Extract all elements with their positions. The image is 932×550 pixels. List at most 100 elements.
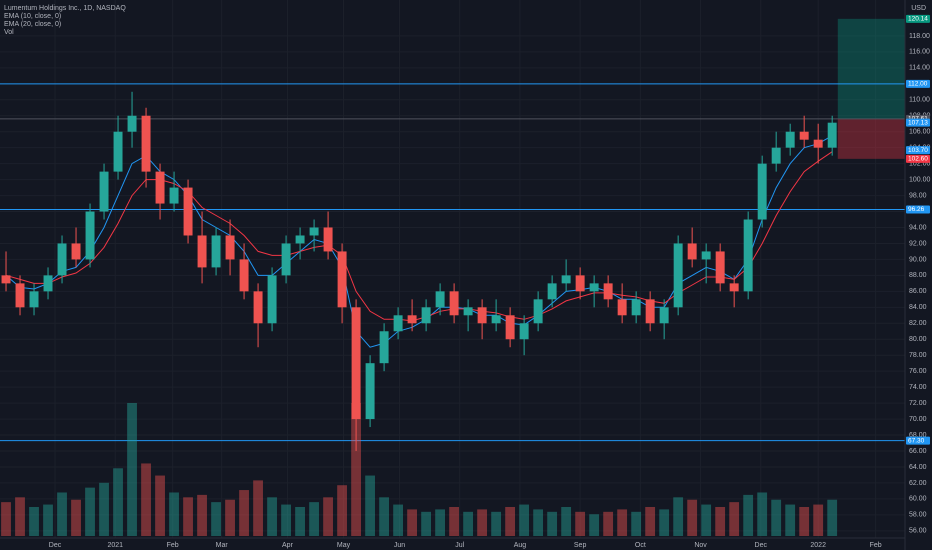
volume-bar <box>225 499 235 536</box>
y-tick-label: 64.00 <box>909 464 927 471</box>
candle-body <box>407 315 417 324</box>
volume-bar <box>169 492 179 536</box>
candle-body <box>29 291 39 308</box>
candle-body <box>449 291 459 316</box>
candle-body <box>701 251 711 260</box>
candle-body <box>785 131 795 148</box>
y-tick-label: 114.00 <box>909 65 930 72</box>
candle-body <box>127 115 137 132</box>
volume-bar <box>785 504 796 536</box>
volume-bar <box>29 506 39 536</box>
candle-body <box>211 235 221 268</box>
y-tick-label: 86.00 <box>909 288 927 295</box>
candle-body <box>491 315 501 324</box>
y-tick-label: 98.00 <box>909 192 927 199</box>
candle-body <box>421 307 431 324</box>
y-tick-label: 80.00 <box>909 336 927 343</box>
price-tag-label: 103.70 <box>908 147 928 154</box>
volume-bar <box>15 497 25 536</box>
volume-bar <box>211 502 221 536</box>
ema-line <box>5 151 833 322</box>
y-tick-label: 106.00 <box>909 129 931 136</box>
price-tag <box>906 436 930 445</box>
candle-body <box>687 243 697 260</box>
price-tag <box>906 118 930 127</box>
price-axis: 56.00 58.00 60.00 62.00 64.00 66.00 68.00 70.00… <box>906 14 931 535</box>
x-tick-label: Jul <box>455 542 464 549</box>
y-tick-label: 102.00 <box>909 160 931 167</box>
volume-bar <box>561 506 572 536</box>
candle-body <box>435 291 445 308</box>
candle-body <box>141 115 151 172</box>
volume-bar <box>799 506 810 536</box>
volume-bar <box>323 497 333 536</box>
price-tag <box>906 79 930 88</box>
y-tick-label: 94.00 <box>909 224 927 231</box>
y-tick-label: 66.00 <box>909 448 927 455</box>
candle-body <box>225 235 235 260</box>
volume-bar <box>71 499 81 536</box>
y-tick-label: 62.00 <box>909 480 927 487</box>
x-tick-label: Aug <box>514 542 527 549</box>
candle-body <box>617 299 627 316</box>
volume-bar <box>1 502 11 536</box>
y-tick-label: 76.00 <box>909 368 927 375</box>
candle-body <box>645 299 655 324</box>
y-tick-label: 118.00 <box>909 33 930 40</box>
candle-body <box>43 275 53 292</box>
volume-bar <box>379 497 389 536</box>
candle-body <box>379 331 389 364</box>
volume-bar <box>729 502 740 536</box>
volume-bar <box>127 403 137 536</box>
volume-bar <box>673 497 684 536</box>
x-tick-label: Sep <box>574 542 587 549</box>
y-tick-label: 78.00 <box>909 352 927 359</box>
price-tag <box>906 205 930 214</box>
candle-body <box>729 283 739 292</box>
chart-title: Lumentum Holdings Inc., 1D, NASDAQ <box>4 5 126 12</box>
x-tick-label: Feb <box>167 542 179 549</box>
candle-body <box>631 299 641 316</box>
x-tick-label: Nov <box>694 542 707 549</box>
volume-bar <box>407 509 418 536</box>
candle-body <box>743 219 753 292</box>
volume-bar <box>519 504 530 536</box>
candle-body <box>519 323 529 340</box>
volume-bar <box>547 511 558 536</box>
candle-body <box>533 299 543 324</box>
volume-bar <box>337 485 347 536</box>
volume-bar <box>99 482 109 536</box>
price-tag-label: 107.13 <box>908 119 928 126</box>
candle-body <box>365 363 375 420</box>
volume-bar <box>575 511 586 536</box>
indicator-label: EMA (20, close, 0) <box>4 21 61 28</box>
y-tick-label: 82.00 <box>909 320 927 327</box>
candle-body <box>309 227 319 236</box>
candle-body <box>547 283 557 300</box>
volume-bar <box>421 511 432 536</box>
candle-body <box>15 283 25 308</box>
volume-bar <box>533 509 544 536</box>
candle-body <box>561 275 571 284</box>
y-tick-label: 116.00 <box>909 49 930 56</box>
volume-bar <box>267 497 277 536</box>
volume-bar <box>715 506 726 536</box>
volume-bar <box>701 504 712 536</box>
volume-bar <box>617 509 628 536</box>
candle-body <box>603 283 613 300</box>
y-tick-label: 60.00 <box>909 496 927 503</box>
candle-body <box>71 243 81 260</box>
volume-bar <box>57 492 67 536</box>
volume-bar <box>43 504 53 536</box>
volume-bar <box>463 511 474 536</box>
volume-bar <box>757 492 768 536</box>
y-tick-label: 110.00 <box>909 97 930 104</box>
volume-bar <box>295 506 305 536</box>
candle-body <box>197 235 207 268</box>
candle-body <box>253 291 263 324</box>
indicator-label: Vol <box>4 29 14 36</box>
candle-body <box>1 275 11 284</box>
plot-area <box>0 18 905 536</box>
x-tick-label: Dec <box>49 542 62 549</box>
